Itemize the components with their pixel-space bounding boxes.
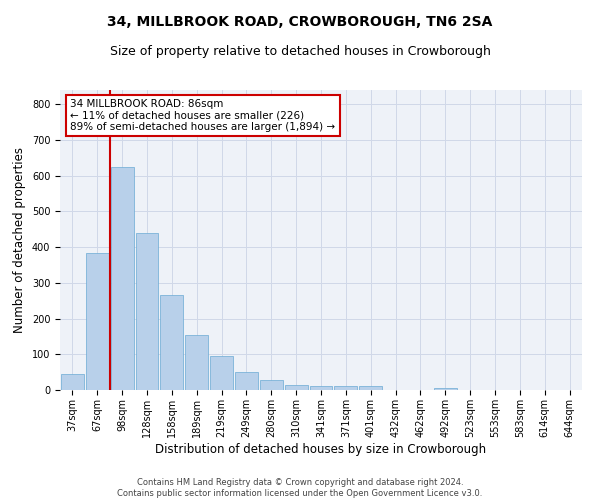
Bar bbox=[235, 372, 258, 390]
Bar bbox=[260, 380, 283, 390]
Bar bbox=[310, 386, 332, 390]
Bar bbox=[86, 252, 109, 390]
Bar bbox=[160, 296, 183, 390]
Text: Contains HM Land Registry data © Crown copyright and database right 2024.
Contai: Contains HM Land Registry data © Crown c… bbox=[118, 478, 482, 498]
Bar bbox=[359, 386, 382, 390]
Text: Size of property relative to detached houses in Crowborough: Size of property relative to detached ho… bbox=[110, 45, 490, 58]
Bar bbox=[334, 386, 357, 390]
Bar bbox=[136, 233, 158, 390]
Bar bbox=[434, 388, 457, 390]
Bar bbox=[61, 374, 84, 390]
Y-axis label: Number of detached properties: Number of detached properties bbox=[13, 147, 26, 333]
Text: 34, MILLBROOK ROAD, CROWBOROUGH, TN6 2SA: 34, MILLBROOK ROAD, CROWBOROUGH, TN6 2SA bbox=[107, 15, 493, 29]
Bar bbox=[210, 356, 233, 390]
X-axis label: Distribution of detached houses by size in Crowborough: Distribution of detached houses by size … bbox=[155, 442, 487, 456]
Bar bbox=[111, 167, 134, 390]
Bar bbox=[185, 334, 208, 390]
Bar bbox=[285, 384, 308, 390]
Text: 34 MILLBROOK ROAD: 86sqm
← 11% of detached houses are smaller (226)
89% of semi-: 34 MILLBROOK ROAD: 86sqm ← 11% of detach… bbox=[70, 99, 335, 132]
